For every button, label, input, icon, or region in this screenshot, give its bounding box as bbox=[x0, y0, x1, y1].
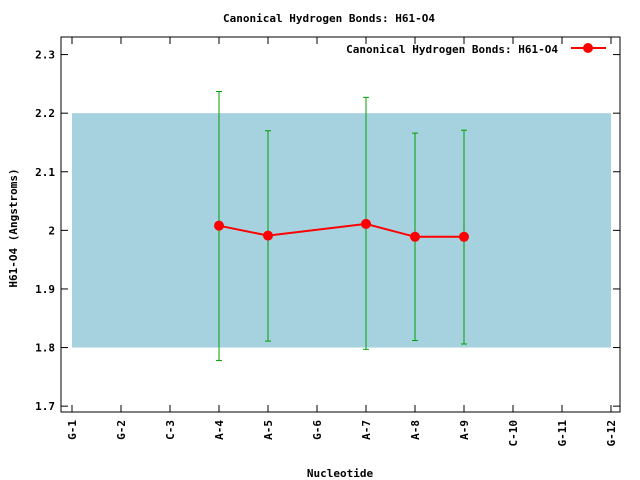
x-tick-label: G-12 bbox=[605, 420, 618, 447]
x-tick-label: A-4 bbox=[213, 420, 226, 440]
y-axis: 1.7 1.8 1.9 2 2.1 2.2 2.3 bbox=[35, 49, 620, 413]
data-points bbox=[214, 218, 469, 242]
y-tick-label: 2.1 bbox=[35, 166, 55, 179]
x-tick-label: G-2 bbox=[115, 420, 128, 440]
data-point bbox=[214, 220, 224, 231]
x-tick-label: G-1 bbox=[66, 420, 79, 440]
y-tick-label: 1.9 bbox=[35, 283, 55, 296]
y-tick-label: 2.3 bbox=[35, 49, 55, 62]
legend-label: Canonical Hydrogen Bonds: H61-O4 bbox=[346, 43, 558, 56]
y-tick-label: 1.7 bbox=[35, 400, 55, 413]
legend-marker bbox=[583, 43, 593, 53]
data-point bbox=[361, 218, 371, 229]
x-tick-label: G-11 bbox=[556, 420, 569, 447]
legend: Canonical Hydrogen Bonds: H61-O4 bbox=[346, 43, 606, 56]
x-tick-label: A-9 bbox=[458, 420, 471, 440]
data-point bbox=[459, 231, 469, 242]
data-point bbox=[410, 231, 420, 242]
reference-band bbox=[72, 113, 611, 348]
x-tick-label: C-10 bbox=[507, 420, 520, 447]
x-tick-label: A-5 bbox=[262, 420, 275, 440]
y-tick-label: 2 bbox=[48, 224, 55, 237]
x-tick-label: A-7 bbox=[360, 420, 373, 440]
y-tick-label: 2.2 bbox=[35, 107, 55, 120]
x-axis-label: Nucleotide bbox=[307, 467, 374, 480]
x-tick-label: G-6 bbox=[311, 420, 324, 440]
y-axis-label: H61-O4 (Angstroms) bbox=[7, 168, 20, 287]
chart-title: Canonical Hydrogen Bonds: H61-O4 bbox=[223, 12, 435, 25]
x-tick-label: C-3 bbox=[164, 420, 177, 440]
y-tick-label: 1.8 bbox=[35, 342, 55, 355]
x-axis: G-1 G-2 C-3 A-4 A-5 G-6 A-7 A-8 A-9 C-10 G-11 G-12 bbox=[66, 37, 618, 447]
x-tick-label: A-8 bbox=[409, 420, 422, 440]
plot-frame bbox=[60, 36, 621, 413]
data-point bbox=[263, 230, 273, 241]
